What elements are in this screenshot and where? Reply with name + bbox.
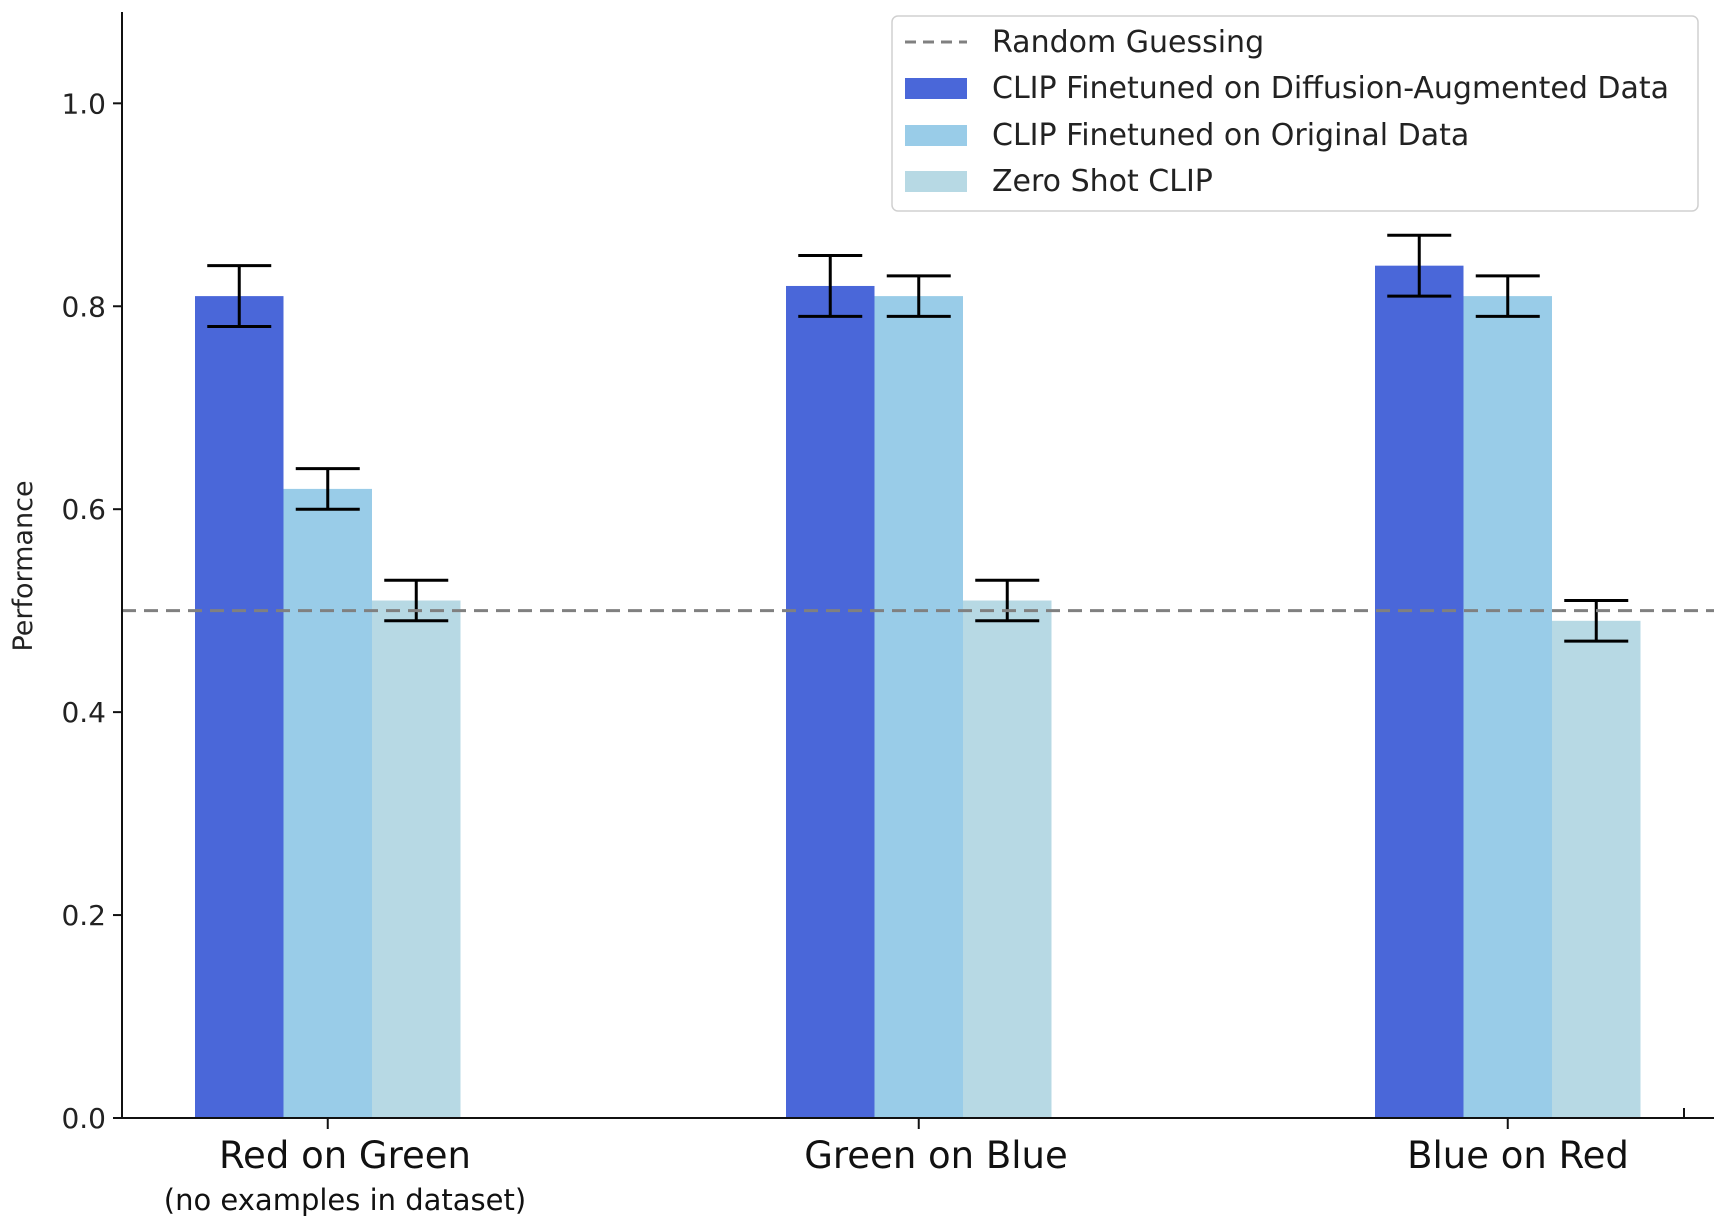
category-label-red-on-green: Red on Green [219,1134,471,1177]
error-bar-red-on-green-series-2 [295,467,360,511]
y-ticks-layer: 0.0 0.2 0.4 0.6 0.8 1.0 [61,87,122,1135]
y-tick-label: 0.2 [61,899,106,932]
bar-red-on-green-series-2 [283,488,372,1119]
legend-label-original-data: CLIP Finetuned on Original Data [992,118,1469,153]
category-labels-layer: Red on Green (no examples in dataset) Gree… [164,1134,1629,1217]
bar-blue-on-red-series-3 [1552,620,1641,1118]
legend-box [891,15,1699,212]
error-bar-red-on-green-series-1 [207,264,272,329]
category-note-red-on-green: (no examples in dataset) [164,1183,526,1217]
legend-swatch-diffusion-augmented [905,78,967,99]
bar-red-on-green-series-1 [195,296,284,1118]
bar-green-on-blue-series-1 [786,285,875,1118]
error-bar-green-on-blue-series-2 [886,274,951,318]
error-bar-red-on-green-series-3 [384,578,449,623]
legend: Random Guessing CLIP Finetuned on Diffus… [891,15,1699,212]
bar-red-on-green-series-3 [372,600,461,1118]
y-tick-label: 0.0 [61,1102,106,1135]
error-bar-blue-on-red-series-3 [1564,599,1629,643]
y-tick-label: 0.6 [61,493,106,526]
bars-layer [195,265,1641,1119]
legend-label-random-guessing: Random Guessing [992,25,1264,60]
y-tick-label: 0.8 [61,290,106,323]
legend-label-diffusion-augmented: CLIP Finetuned on Diffusion-Augmented Da… [992,71,1669,106]
error-bar-green-on-blue-series-3 [975,578,1040,623]
bar-green-on-blue-series-3 [963,600,1052,1118]
y-tick-label: 0.4 [61,696,106,729]
error-bar-blue-on-red-series-2 [1475,274,1540,318]
error-bars-layer [207,233,1629,643]
error-bar-green-on-blue-series-1 [798,254,863,318]
bar-blue-on-red-series-2 [1463,296,1552,1118]
bar-blue-on-red-series-1 [1375,265,1464,1118]
category-label-blue-on-red: Blue on Red [1407,1134,1629,1177]
error-bar-blue-on-red-series-1 [1387,233,1452,298]
legend-label-zero-shot: Zero Shot CLIP [992,164,1213,199]
category-label-green-on-blue: Green on Blue [804,1134,1068,1177]
x-ticks-layer [326,1118,1509,1129]
bar-green-on-blue-series-2 [874,296,963,1118]
legend-swatch-zero-shot [905,171,967,192]
y-tick-label: 1.0 [61,87,106,120]
legend-swatch-original-data [905,125,967,146]
y-axis-label: Performance [8,480,39,651]
